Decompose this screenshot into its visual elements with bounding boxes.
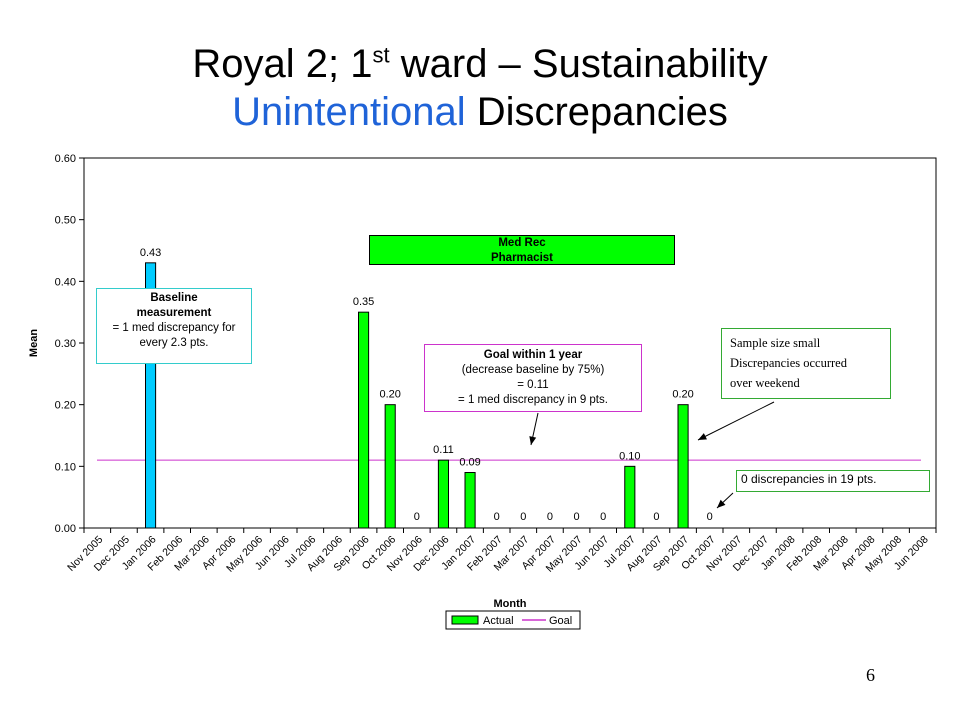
bar-oct-2006 bbox=[384, 404, 396, 529]
bar-sep-2007 bbox=[677, 404, 689, 529]
slide-title: Royal 2; 1st ward – Sustainability Unint… bbox=[0, 40, 960, 136]
data-label: 0 bbox=[414, 511, 420, 523]
y-tick-label: 0.20 bbox=[55, 400, 76, 412]
title-line-1: Royal 2; 1st ward – Sustainability bbox=[192, 42, 768, 86]
title-line-2: Unintentional Discrepancies bbox=[232, 90, 728, 134]
data-label: 0 bbox=[494, 511, 500, 523]
data-label: 0.35 bbox=[353, 296, 374, 308]
bar-sep-2006 bbox=[358, 311, 370, 529]
data-label: 0.43 bbox=[140, 247, 161, 259]
y-tick-label: 0.30 bbox=[55, 338, 76, 350]
sample-note-arrow-head bbox=[698, 433, 707, 440]
y-tick-label: 0.40 bbox=[55, 276, 76, 288]
sample-size-note: Sample size small Discrepancies occurred… bbox=[721, 328, 891, 399]
y-tick-label: 0.00 bbox=[55, 523, 76, 535]
data-label: 0.10 bbox=[619, 450, 640, 462]
legend-box bbox=[445, 610, 581, 630]
baseline-annotation: Baseline measurement = 1 med discrepancy… bbox=[96, 288, 252, 364]
y-tick-label: 0.50 bbox=[55, 215, 76, 227]
med-rec-pharmacist-banner: Med Rec Pharmacist bbox=[369, 235, 675, 265]
y-axis-title: Mean bbox=[28, 329, 40, 357]
bar-jul-2007 bbox=[624, 465, 636, 529]
bar-jan-2007 bbox=[464, 472, 476, 529]
data-label: 0.09 bbox=[459, 457, 480, 469]
y-tick-label: 0.60 bbox=[55, 153, 76, 165]
legend-goal-label: Goal bbox=[549, 615, 572, 627]
data-label: 0 bbox=[707, 511, 713, 523]
sample-note-arrow bbox=[697, 401, 775, 441]
y-tick-label: 0.10 bbox=[55, 461, 76, 473]
data-label: 0 bbox=[547, 511, 553, 523]
bar-dec-2006 bbox=[437, 459, 449, 529]
x-axis-title: Month bbox=[494, 598, 527, 610]
bar-jan-2006 bbox=[145, 262, 157, 529]
data-label: 0 bbox=[653, 511, 659, 523]
slide-number: 6 bbox=[866, 665, 875, 685]
goal-arrow-head bbox=[529, 436, 537, 445]
legend-actual-swatch bbox=[451, 615, 479, 625]
data-label: 0 bbox=[600, 511, 606, 523]
data-label: 0 bbox=[574, 511, 580, 523]
zero-discrepancies-note: 0 discrepancies in 19 pts. bbox=[736, 470, 930, 492]
data-label: 0.11 bbox=[433, 444, 454, 456]
data-label: 0 bbox=[520, 511, 526, 523]
goal-annotation: Goal within 1 year (decrease baseline by… bbox=[424, 344, 642, 412]
zero-note-arrow-head bbox=[717, 499, 726, 508]
data-label: 0.20 bbox=[672, 389, 693, 401]
legend-actual-label: Actual bbox=[483, 615, 514, 627]
data-label: 0.20 bbox=[379, 389, 400, 401]
